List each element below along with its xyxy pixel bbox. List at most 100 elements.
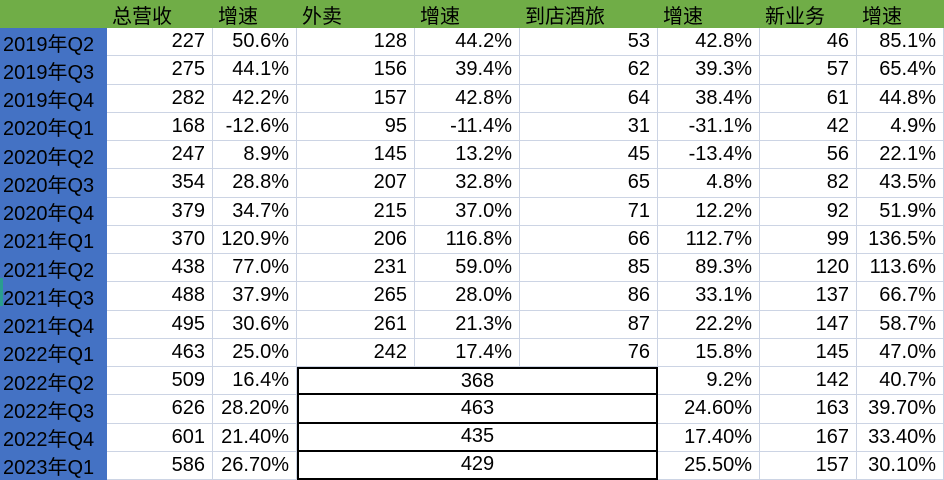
cell-new-business[interactable]: 142 [760,367,857,396]
row-label-cell[interactable]: 2021年Q4 [0,310,107,339]
cell-new-business[interactable]: 82 [760,169,857,198]
cell-new-business[interactable]: 147 [760,310,857,339]
row-label-cell[interactable]: 2022年Q2 [0,367,107,396]
row-label-cell[interactable]: 2021年Q3 [0,282,107,311]
cell-total-revenue-growth[interactable]: 37.9% [213,282,297,311]
header-cell-delivery[interactable]: 外卖 [297,0,415,28]
cell-delivery[interactable]: 261 [297,310,415,339]
cell-instore-hotel-growth[interactable]: 42.8% [658,28,760,57]
cell-total-revenue[interactable]: 586 [107,451,213,480]
row-label-cell[interactable]: 2020年Q3 [0,169,107,198]
row-label-cell[interactable]: 2019年Q3 [0,56,107,85]
cell-total-revenue[interactable]: 626 [107,395,213,424]
cell-new-business-growth[interactable]: 4.9% [857,112,944,141]
cell-delivery-growth[interactable]: 32.8% [415,169,520,198]
cell-new-business-growth[interactable]: 65.4% [857,56,944,85]
header-cell-delivery-growth[interactable]: 增速 [415,0,520,28]
cell-instore-hotel-growth[interactable]: 4.8% [658,169,760,198]
cell-instore-hotel[interactable]: 65 [520,169,658,198]
cell-delivery[interactable]: 157 [297,84,415,113]
cell-delivery[interactable]: 207 [297,169,415,198]
cell-instore-hotel-growth[interactable]: 38.4% [658,84,760,113]
cell-instore-hotel[interactable]: 45 [520,141,658,170]
cell-delivery-growth[interactable]: 59.0% [415,254,520,283]
header-cell-new-business-growth[interactable]: 增速 [857,0,944,28]
cell-total-revenue-growth[interactable]: 8.9% [213,141,297,170]
cell-new-business-growth[interactable]: 33.40% [857,423,944,452]
cell-new-business[interactable]: 145 [760,338,857,367]
cell-new-business[interactable]: 163 [760,395,857,424]
cell-total-revenue-growth[interactable]: 44.1% [213,56,297,85]
cell-delivery[interactable]: 242 [297,338,415,367]
cell-total-revenue[interactable]: 495 [107,310,213,339]
row-label-cell[interactable]: 2019年Q2 [0,28,107,57]
header-cell-instore-hotel[interactable]: 到店酒旅 [520,0,658,28]
cell-delivery[interactable]: 145 [297,141,415,170]
row-label-cell[interactable]: 2020年Q2 [0,141,107,170]
cell-total-revenue[interactable]: 438 [107,254,213,283]
cell-total-revenue-growth[interactable]: 50.6% [213,28,297,57]
cell-instore-hotel-growth[interactable]: 22.2% [658,310,760,339]
cell-delivery-growth[interactable]: 39.4% [415,56,520,85]
cell-delivery-growth[interactable]: 21.3% [415,310,520,339]
row-label-cell[interactable]: 2020年Q1 [0,112,107,141]
cell-delivery[interactable]: 206 [297,225,415,254]
header-cell-instore-hotel-growth[interactable]: 增速 [658,0,760,28]
cell-instore-hotel-growth[interactable]: 15.8% [658,338,760,367]
cell-total-revenue[interactable]: 370 [107,225,213,254]
cell-total-revenue-growth[interactable]: 16.4% [213,367,297,396]
row-label-cell[interactable]: 2021年Q2 [0,254,107,283]
cell-total-revenue[interactable]: 509 [107,367,213,396]
cell-new-business[interactable]: 61 [760,84,857,113]
cell-total-revenue-growth[interactable]: 28.20% [213,395,297,424]
cell-instore-hotel[interactable]: 87 [520,310,658,339]
cell-instore-hotel[interactable]: 85 [520,254,658,283]
cell-total-revenue-growth[interactable]: 42.2% [213,84,297,113]
cell-delivery[interactable]: 156 [297,56,415,85]
cell-total-revenue[interactable]: 247 [107,141,213,170]
cell-total-revenue-growth[interactable]: -12.6% [213,112,297,141]
merged-delivery-instore-cell[interactable]: 463 [297,395,658,424]
cell-new-business[interactable]: 92 [760,197,857,226]
header-cell-new-business[interactable]: 新业务 [760,0,857,28]
cell-total-revenue-growth[interactable]: 21.40% [213,423,297,452]
cell-new-business-growth[interactable]: 85.1% [857,28,944,57]
cell-instore-hotel-growth[interactable]: 12.2% [658,197,760,226]
cell-new-business[interactable]: 56 [760,141,857,170]
cell-delivery[interactable]: 231 [297,254,415,283]
cell-instore-hotel-growth[interactable]: 89.3% [658,254,760,283]
cell-new-business-growth[interactable]: 113.6% [857,254,944,283]
cell-new-business[interactable]: 46 [760,28,857,57]
cell-delivery-growth[interactable]: 17.4% [415,338,520,367]
cell-new-business-growth[interactable]: 47.0% [857,338,944,367]
cell-new-business-growth[interactable]: 22.1% [857,141,944,170]
cell-total-revenue[interactable]: 463 [107,338,213,367]
cell-new-business-growth[interactable]: 136.5% [857,225,944,254]
cell-delivery-growth[interactable]: 13.2% [415,141,520,170]
cell-total-revenue-growth[interactable]: 26.70% [213,451,297,480]
cell-new-business-growth[interactable]: 43.5% [857,169,944,198]
cell-instore-hotel-growth[interactable]: 39.3% [658,56,760,85]
cell-total-revenue[interactable]: 354 [107,169,213,198]
cell-instore-hotel-growth[interactable]: 9.2% [658,367,760,396]
cell-new-business-growth[interactable]: 39.70% [857,395,944,424]
cell-delivery[interactable]: 215 [297,197,415,226]
cell-instore-hotel[interactable]: 62 [520,56,658,85]
row-label-cell[interactable]: 2019年Q4 [0,84,107,113]
cell-delivery-growth[interactable]: 116.8% [415,225,520,254]
cell-total-revenue[interactable]: 282 [107,84,213,113]
cell-new-business-growth[interactable]: 30.10% [857,451,944,480]
merged-delivery-instore-cell[interactable]: 429 [297,451,658,480]
row-label-cell[interactable]: 2021年Q1 [0,225,107,254]
cell-instore-hotel[interactable]: 71 [520,197,658,226]
cell-total-revenue[interactable]: 227 [107,28,213,57]
row-label-cell[interactable]: 2023年Q1 [0,451,107,480]
cell-instore-hotel-growth[interactable]: 24.60% [658,395,760,424]
cell-delivery-growth[interactable]: 28.0% [415,282,520,311]
merged-delivery-instore-cell[interactable]: 368 [297,367,658,396]
header-cell-total-revenue[interactable]: 总营收 [107,0,213,28]
cell-new-business[interactable]: 99 [760,225,857,254]
cell-instore-hotel-growth[interactable]: 112.7% [658,225,760,254]
cell-delivery[interactable]: 95 [297,112,415,141]
cell-total-revenue-growth[interactable]: 34.7% [213,197,297,226]
